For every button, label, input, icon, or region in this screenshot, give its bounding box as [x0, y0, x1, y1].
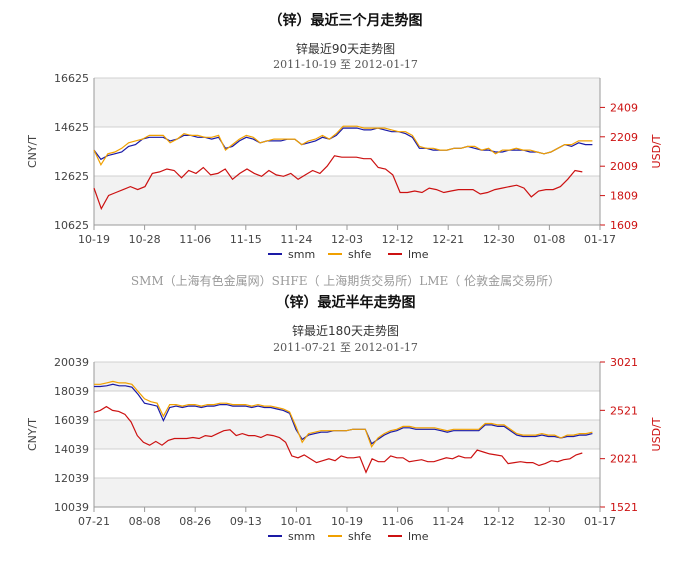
chart1-plot-band — [94, 78, 600, 127]
chart2-x-tick-label: 09-13 — [230, 515, 262, 528]
chart2-x-tick-label: 12-12 — [483, 515, 515, 528]
chart1-y2-tick-label: 1809 — [610, 190, 638, 203]
chart1-plot-band — [94, 176, 600, 225]
chart1-legend-label-shfe: shfe — [348, 248, 372, 261]
chart1-x-tick-label: 10-19 — [78, 233, 110, 246]
chart2-legend-label-smm: smm — [288, 530, 315, 543]
chart2-x-tick-label: 01-17 — [584, 515, 616, 528]
chart2-plot-band — [94, 449, 600, 478]
chart1-y2-axis-title: USD/T — [650, 134, 663, 168]
chart2-y2-tick-label: 2521 — [610, 404, 638, 417]
chart2-plot-band — [94, 391, 600, 420]
chart2-x-tick-label: 07-21 — [78, 515, 110, 528]
chart1-x-tick-label: 12-12 — [382, 233, 414, 246]
chart2-plot-band — [94, 478, 600, 507]
chart2-y2-tick-label: 2021 — [610, 453, 638, 466]
chart1-x-tick-label: 12-30 — [483, 233, 515, 246]
chart1-x-tick-label: 12-21 — [432, 233, 464, 246]
chart1-y-axis-title: CNY/T — [26, 135, 39, 168]
chart2-plot-band — [94, 362, 600, 391]
chart1-x-tick-label: 12-03 — [331, 233, 363, 246]
chart1-x-tick-label: 11-15 — [230, 233, 262, 246]
chart1-legend-label-smm: smm — [288, 248, 315, 261]
chart1-y2-tick-label: 2209 — [610, 131, 638, 144]
chart2-y-tick-label: 14039 — [54, 443, 89, 456]
chart1-x-tick-label: 11-24 — [280, 233, 312, 246]
chart2-x-tick-label: 08-26 — [179, 515, 211, 528]
chart1-y-tick-label: 10625 — [54, 219, 89, 232]
chart2-x-tick-label: 11-24 — [432, 515, 464, 528]
chart2-x-tick-label: 10-01 — [280, 515, 312, 528]
chart2-y-tick-label: 12039 — [54, 472, 89, 485]
chart1-y-tick-label: 14625 — [54, 121, 89, 134]
chart2-legend-label-lme: lme — [408, 530, 429, 543]
chart1-x-tick-label: 10-28 — [129, 233, 161, 246]
chart2-y2-axis-title: USD/T — [650, 417, 663, 451]
chart2-y2-tick-label: 3021 — [610, 356, 638, 369]
chart1-x-tick-label: 01-17 — [584, 233, 616, 246]
chart1-y2-tick-label: 1609 — [610, 219, 638, 232]
chart1-legend-label-lme: lme — [408, 248, 429, 261]
chart1-y-tick-label: 12625 — [54, 170, 89, 183]
chart2-y2-tick-label: 1521 — [610, 501, 638, 514]
chart2-x-tick-label: 10-19 — [331, 515, 363, 528]
chart2-y-tick-label: 18039 — [54, 385, 89, 398]
chart2-y-tick-label: 10039 — [54, 501, 89, 514]
chart1-plot-band — [94, 127, 600, 176]
chart1-x-tick-label: 11-06 — [179, 233, 211, 246]
chart2-x-tick-label: 11-06 — [382, 515, 414, 528]
chart1-y-tick-label: 16625 — [54, 72, 89, 85]
chart2-legend-label-shfe: shfe — [348, 530, 372, 543]
chart1-y2-tick-label: 2409 — [610, 101, 638, 114]
chart1-y2-tick-label: 2009 — [610, 160, 638, 173]
chart2-y-tick-label: 16039 — [54, 414, 89, 427]
chart2-y-tick-label: 20039 — [54, 356, 89, 369]
chart2-x-tick-label: 08-08 — [129, 515, 161, 528]
chart1-x-tick-label: 01-08 — [533, 233, 565, 246]
chart2-x-tick-label: 12-30 — [533, 515, 565, 528]
chart2-y-axis-title: CNY/T — [26, 418, 39, 451]
